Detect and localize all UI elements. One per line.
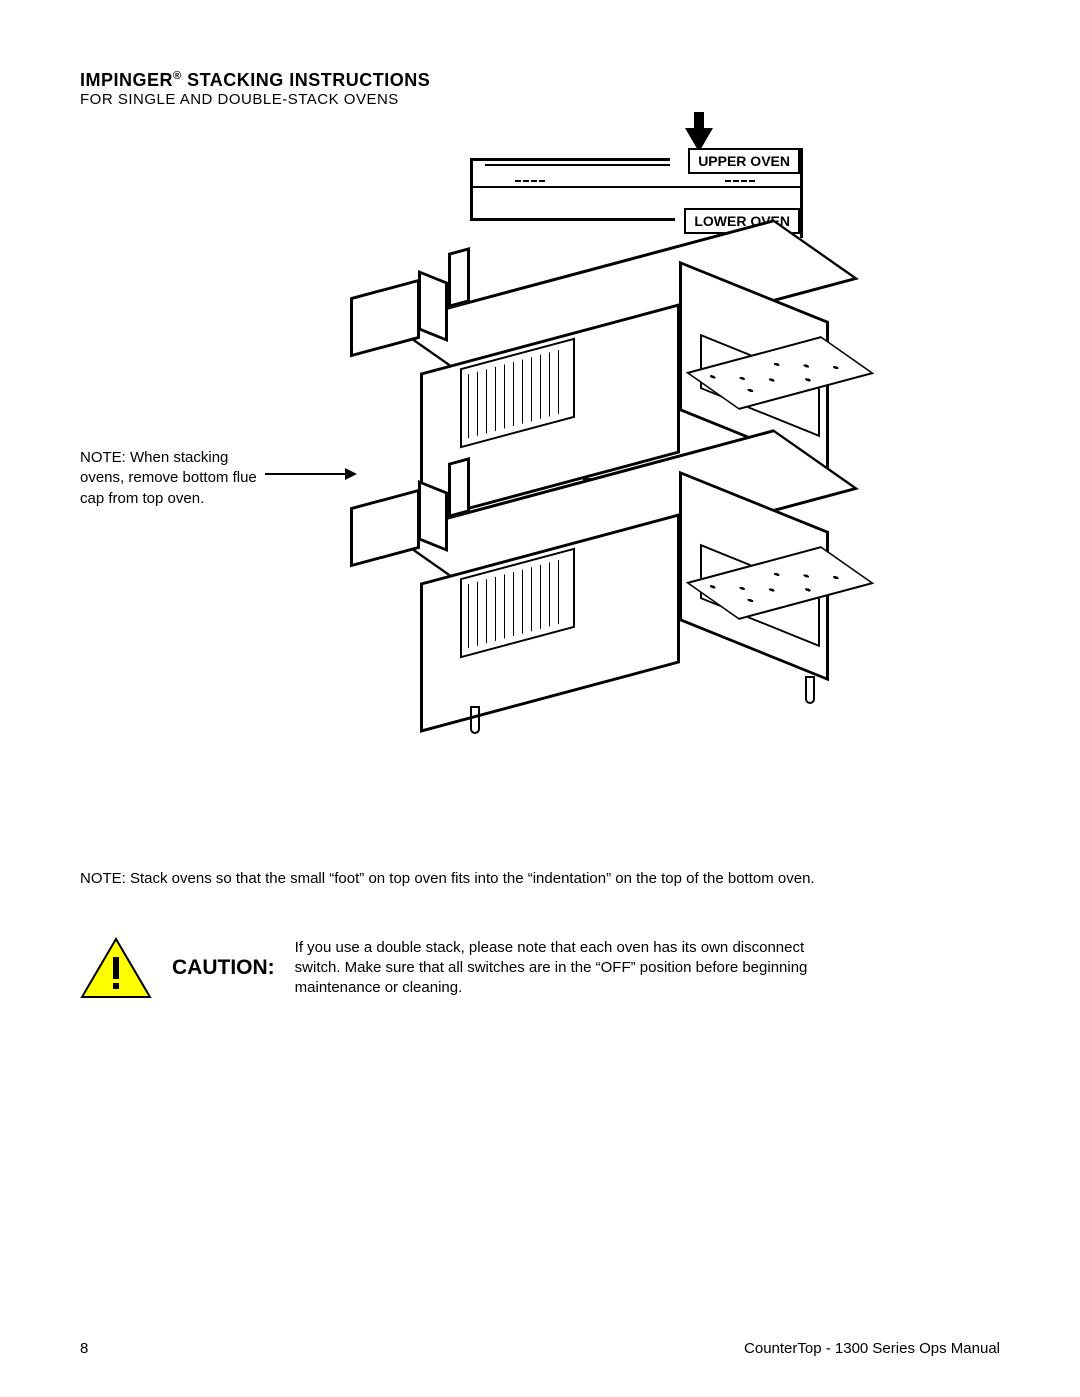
manual-page: IMPINGER® STACKING INSTRUCTIONS FOR SING… xyxy=(0,0,1080,1397)
upper-oven-label: UPPER OVEN xyxy=(688,148,800,174)
caution-text: If you use a double stack, please note t… xyxy=(295,938,825,999)
flue-chimney xyxy=(448,457,470,518)
control-box xyxy=(350,489,420,568)
caution-block: CAUTION: If you use a double stack, plea… xyxy=(80,937,1000,999)
callout-arrow-icon xyxy=(265,473,355,475)
diagram-line xyxy=(470,186,800,188)
diagram-line xyxy=(470,158,473,218)
isometric-diagram xyxy=(290,278,890,848)
page-title: IMPINGER® STACKING INSTRUCTIONS xyxy=(80,70,1000,91)
diagram-line xyxy=(725,180,755,182)
diagram-line xyxy=(485,164,670,166)
control-box-side xyxy=(418,270,448,342)
oven-leg xyxy=(805,676,815,704)
diagram-line xyxy=(800,148,803,238)
title-block: IMPINGER® STACKING INSTRUCTIONS FOR SING… xyxy=(80,70,1000,108)
oven-leg xyxy=(470,706,480,734)
control-box-side xyxy=(418,480,448,552)
flue-cap-note: NOTE: When stacking ovens, remove bottom… xyxy=(80,448,260,509)
control-box xyxy=(350,279,420,358)
page-footer: 8 CounterTop - 1300 Series Ops Manual xyxy=(80,1340,1000,1357)
flue-chimney xyxy=(448,247,470,308)
warning-triangle-icon xyxy=(80,937,152,999)
page-subtitle: FOR SINGLE AND DOUBLE-STACK OVENS xyxy=(80,91,1000,108)
manual-reference: CounterTop - 1300 Series Ops Manual xyxy=(744,1340,1000,1357)
title-pre: IMPINGER xyxy=(80,70,173,90)
stacking-figure: UPPER OVEN LOWER OVEN xyxy=(80,128,1000,858)
diagram-line xyxy=(470,158,670,161)
caution-label: CAUTION: xyxy=(172,956,275,980)
page-number: 8 xyxy=(80,1340,88,1357)
diagram-line xyxy=(470,218,675,221)
diagram-line xyxy=(515,180,545,182)
registered-mark: ® xyxy=(173,70,182,82)
stacking-note: NOTE: Stack ovens so that the small “foo… xyxy=(80,868,1000,889)
bottom-oven-illustration xyxy=(330,488,810,738)
title-post: STACKING INSTRUCTIONS xyxy=(182,70,431,90)
